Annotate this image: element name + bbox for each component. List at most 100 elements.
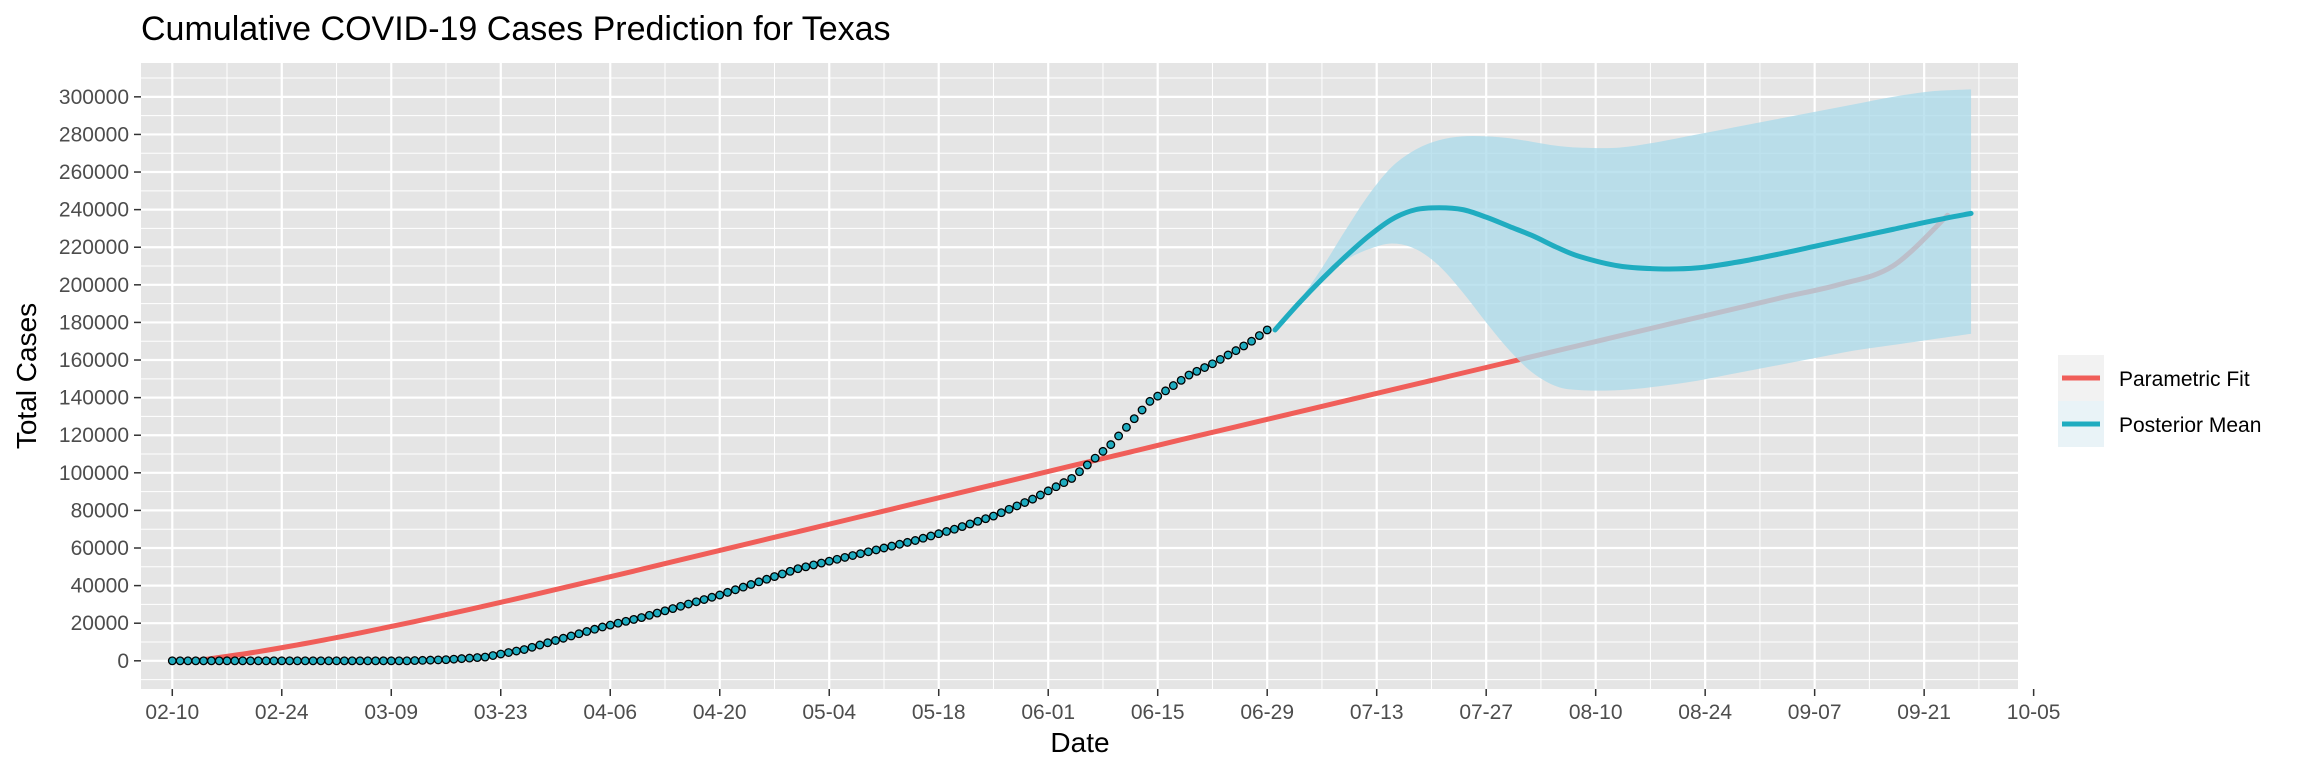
observed-point	[840, 552, 850, 562]
x-tick-label: 07-13	[1350, 701, 1404, 724]
observed-point	[762, 574, 772, 584]
x-tick-label: 09-07	[1788, 701, 1842, 724]
observed-point	[809, 560, 819, 570]
observed-point	[621, 616, 631, 626]
y-tick-label: 60000	[71, 537, 129, 560]
observed-point	[590, 624, 600, 634]
y-tick-label: 240000	[59, 199, 129, 222]
x-tick-label: 09-21	[1897, 701, 1951, 724]
observed-point	[1239, 341, 1249, 351]
observed-point	[1035, 490, 1045, 500]
observed-point	[832, 554, 842, 564]
observed-point	[1020, 498, 1030, 507]
observed-point	[691, 597, 701, 607]
observed-point	[605, 620, 615, 630]
observed-point	[597, 622, 607, 632]
observed-point	[1067, 474, 1077, 483]
observed-point	[989, 511, 998, 521]
observed-point	[167, 656, 177, 666]
observed-point	[488, 651, 498, 660]
observed-point	[926, 531, 936, 541]
observed-point	[1184, 370, 1194, 380]
observed-point	[355, 656, 365, 666]
observed-point	[214, 656, 224, 666]
x-axis-title: Date	[1050, 727, 1109, 758]
observed-point	[511, 646, 521, 656]
observed-point	[629, 614, 639, 624]
observed-point	[1247, 336, 1257, 346]
y-tick-label: 280000	[59, 123, 129, 146]
observed-point	[1082, 460, 1092, 470]
observed-point	[1153, 391, 1163, 401]
x-tick-label: 06-15	[1131, 701, 1185, 724]
observed-point	[801, 562, 811, 572]
y-tick-label: 180000	[59, 311, 129, 334]
observed-point	[285, 656, 295, 666]
observed-point	[1215, 354, 1225, 364]
y-axis-title: Total Cases	[11, 303, 42, 449]
observed-point	[879, 543, 889, 553]
x-tick-label: 05-18	[912, 701, 966, 724]
observed-point	[965, 519, 975, 529]
x-tick-label: 04-06	[583, 701, 637, 724]
observed-point	[480, 652, 490, 662]
observed-point	[770, 572, 779, 582]
y-tick-label: 140000	[59, 387, 129, 410]
credible-band	[1275, 89, 1972, 391]
observed-point	[410, 656, 420, 666]
observed-point	[574, 629, 584, 639]
observed-point	[871, 545, 881, 555]
observed-point	[684, 599, 693, 609]
observed-point	[1028, 494, 1038, 504]
observed-point	[824, 556, 834, 566]
y-tick-label: 120000	[59, 424, 129, 447]
observed-point	[363, 656, 373, 666]
x-tick-label: 04-20	[693, 701, 747, 724]
observed-point	[230, 656, 240, 666]
y-tick-label: 20000	[71, 612, 129, 635]
x-tick-label: 06-29	[1240, 701, 1294, 724]
observed-point	[378, 656, 388, 666]
x-tick-label: 10-05	[2007, 701, 2061, 724]
observed-point	[668, 604, 678, 613]
observed-point	[465, 653, 474, 663]
observed-point	[1262, 325, 1272, 335]
observed-point	[199, 656, 209, 666]
observed-point	[863, 547, 873, 557]
observed-point	[504, 648, 514, 657]
observed-point	[582, 627, 592, 636]
posterior-mean-line	[1272, 205, 1974, 333]
observed-point	[637, 613, 646, 623]
observed-point	[848, 551, 858, 560]
observed-point	[934, 529, 944, 539]
y-tick-label: 300000	[59, 86, 129, 109]
observed-point	[332, 656, 341, 666]
y-tick-label: 0	[117, 650, 129, 673]
observed-point	[316, 656, 326, 666]
observed-point	[222, 656, 232, 666]
y-tick-label: 100000	[59, 462, 129, 485]
y-axis: 0 20000 40000 60000 80000 100000 120000 140000 1…	[59, 86, 141, 673]
observed-point	[887, 541, 897, 551]
x-tick-label: 08-10	[1569, 701, 1623, 724]
observed-point	[981, 514, 991, 524]
observed-point	[1168, 381, 1178, 391]
observed-point	[676, 601, 686, 611]
observed-point	[472, 653, 482, 663]
observed-point	[1161, 386, 1170, 396]
observed-point	[652, 608, 662, 618]
observed-point	[996, 508, 1006, 518]
observed-point	[253, 656, 263, 666]
y-tick-label: 160000	[59, 349, 129, 372]
y-tick-label: 260000	[59, 161, 129, 184]
x-tick-label: 03-23	[474, 701, 528, 724]
observed-point	[707, 592, 717, 602]
legend-label-parametric: Parametric Fit	[2119, 368, 2250, 391]
observed-point	[856, 549, 865, 559]
observed-point	[418, 655, 427, 665]
observed-point	[660, 606, 670, 616]
observed-point	[715, 590, 725, 600]
observed-point	[777, 569, 787, 579]
observed-point	[543, 638, 553, 648]
